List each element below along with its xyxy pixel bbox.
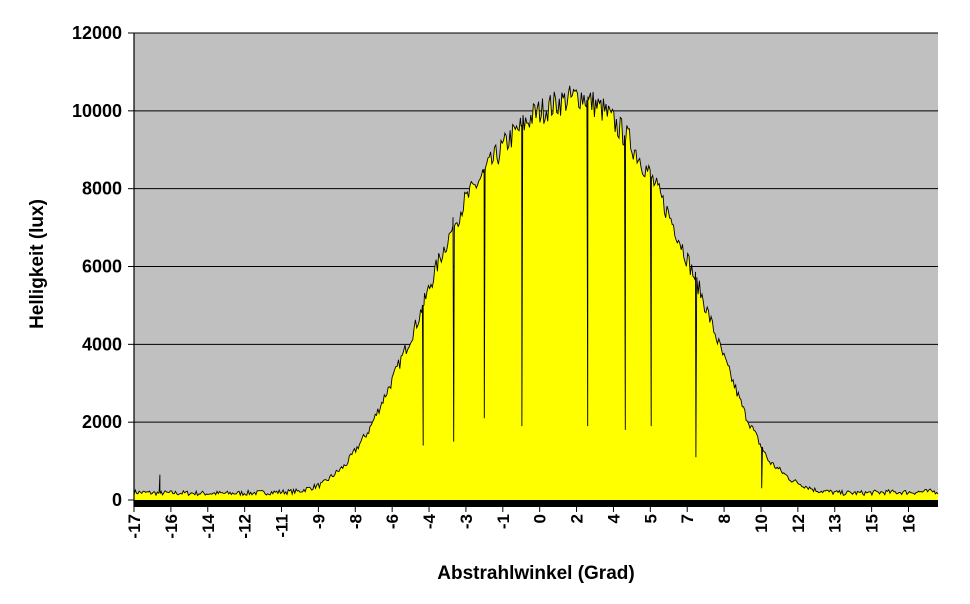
brightness-area <box>134 85 938 501</box>
x-tick-label: 13 <box>826 514 845 533</box>
x-tick-label: 8 <box>715 514 734 523</box>
x-tick-label: 10 <box>752 514 771 533</box>
x-axis-baseline <box>134 500 938 507</box>
x-tick-label: 0 <box>531 514 550 523</box>
y-tick-label: 12000 <box>72 23 122 43</box>
x-tick-label: 5 <box>641 514 660 523</box>
series-group <box>133 85 939 501</box>
x-tick-label: 2 <box>568 514 587 523</box>
y-axis-title: Helligkeit (lux) <box>27 199 48 329</box>
x-tick-label: -12 <box>236 514 255 539</box>
brightness-line <box>133 85 939 497</box>
y-axis: 0 2000 4000 6000 8000 10000 12000 <box>72 23 134 510</box>
x-tick-label: -9 <box>309 514 328 529</box>
x-tick-label: 4 <box>604 513 623 523</box>
x-axis: -17 -16 -14 -12 -11 -9 -8 -6 -4 -3 -1 0 2 4 5 7 8 10 12 13 1… <box>125 507 918 539</box>
x-tick-label: -3 <box>457 514 476 529</box>
x-tick-label: -17 <box>125 514 144 539</box>
y-tick-label: 8000 <box>82 179 122 199</box>
x-tick-label: 7 <box>678 514 697 523</box>
x-tick-label: 12 <box>789 514 808 533</box>
x-tick-label: 16 <box>899 514 918 533</box>
x-tick-label: 15 <box>863 514 882 533</box>
y-tick-label: 10000 <box>72 101 122 121</box>
x-tick-label: -11 <box>273 514 292 538</box>
x-tick-label: -8 <box>346 514 365 529</box>
x-tick-label: -14 <box>199 513 218 538</box>
x-axis-title: Abstrahlwinkel (Grad) <box>437 563 634 584</box>
y-tick-label: 0 <box>112 490 122 510</box>
x-tick-label: -16 <box>162 514 181 539</box>
y-tick-label: 4000 <box>82 334 122 354</box>
x-tick-label: -1 <box>494 514 513 529</box>
y-tick-label: 6000 <box>82 257 122 277</box>
x-tick-label: -4 <box>420 513 439 529</box>
y-tick-label: 2000 <box>82 412 122 432</box>
x-tick-label: -6 <box>383 514 402 529</box>
